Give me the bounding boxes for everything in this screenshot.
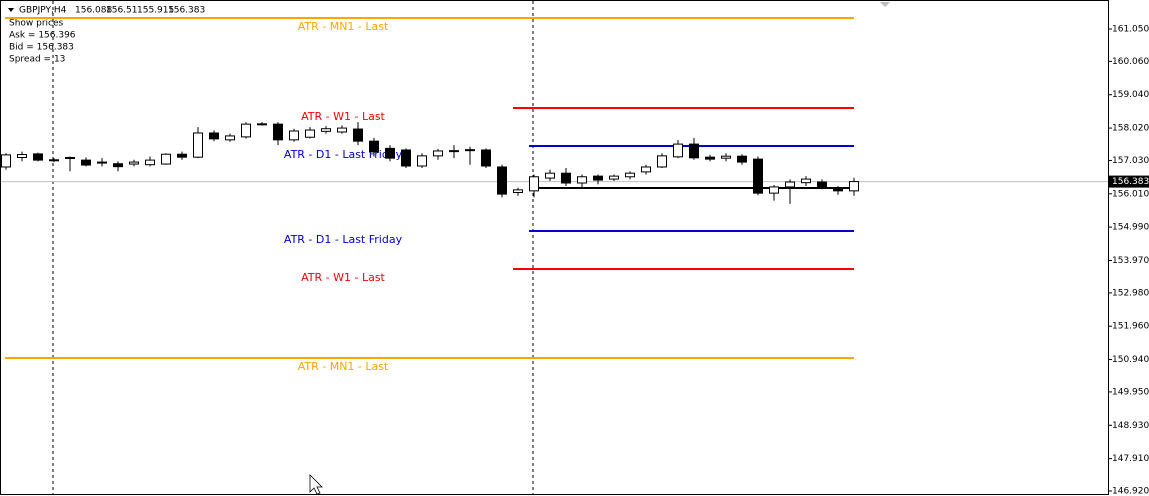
candle-body	[289, 130, 299, 141]
info-line: Spread = 13	[9, 55, 65, 65]
candle-body	[545, 172, 555, 179]
y-tick-label: 146.920	[1112, 486, 1149, 496]
candle-body	[721, 155, 731, 159]
candle-body	[33, 153, 43, 161]
candle-body	[641, 166, 651, 173]
info-line: Ask = 156.396	[9, 31, 76, 41]
atr-label: ATR - W1 - Last	[301, 271, 385, 284]
header-value: 156.088	[75, 6, 112, 16]
atr-label: ATR - MN1 - Last	[298, 20, 389, 33]
candle-body	[593, 175, 603, 181]
shift-marker	[880, 2, 890, 7]
atr-label: ATR - MN1 - Last	[298, 360, 389, 373]
mouse-cursor	[309, 474, 323, 495]
last-price-box	[1109, 175, 1149, 188]
candle-body	[465, 149, 475, 152]
candle-body	[481, 149, 491, 167]
candle-body	[129, 161, 139, 165]
candle-body	[193, 132, 203, 158]
candle-body	[65, 156, 75, 159]
candle-body	[97, 161, 107, 164]
candle-body	[817, 181, 827, 189]
y-tick-label: 156.010	[1112, 189, 1149, 199]
candle-body	[1, 154, 11, 168]
collapse-icon[interactable]	[8, 8, 14, 12]
candle-body	[673, 143, 683, 158]
candle-body	[225, 135, 235, 141]
header-value: 156.51	[106, 6, 138, 16]
atr-label: ATR - W1 - Last	[301, 110, 385, 123]
y-tick-label: 160.060	[1112, 57, 1149, 67]
y-tick-label: 147.910	[1112, 454, 1149, 464]
y-tick-label: 157.030	[1112, 156, 1149, 166]
header-value: 156.383	[168, 6, 205, 16]
last-price-label: 156.383	[1112, 177, 1149, 187]
candle-body	[769, 186, 779, 194]
y-tick-label: 148.930	[1112, 421, 1149, 431]
candle-body	[737, 155, 747, 163]
y-tick-label: 150.940	[1112, 355, 1149, 365]
candle-body	[689, 143, 699, 159]
y-tick-label: 159.040	[1112, 90, 1149, 100]
header: GBPJPY,H4	[19, 6, 67, 16]
candle-body	[849, 181, 859, 192]
candle-body	[625, 172, 635, 178]
candle-body	[241, 123, 251, 138]
candle-body	[337, 127, 347, 133]
y-tick-label: 149.950	[1112, 387, 1149, 397]
candle-body	[705, 156, 715, 160]
info-line: Show prices	[9, 19, 64, 29]
candle-body	[657, 155, 667, 168]
candle-body	[209, 132, 219, 140]
candle-body	[145, 159, 155, 166]
candle-body	[513, 189, 523, 193]
candle-body	[609, 175, 619, 180]
candle-body	[257, 123, 267, 126]
candle-body	[177, 153, 187, 158]
atr-label: ATR - D1 - Last Friday	[284, 233, 403, 246]
candle-body	[529, 176, 539, 192]
candle-body	[369, 140, 379, 153]
candle-body	[497, 166, 507, 195]
candle-body	[49, 159, 59, 162]
candle-body	[785, 181, 795, 188]
candle-body	[801, 178, 811, 184]
candle-body	[305, 129, 315, 138]
candle-body	[385, 147, 395, 159]
candle-body	[161, 153, 171, 165]
y-tick-label: 161.050	[1112, 25, 1149, 35]
y-tick-label: 152.980	[1112, 288, 1149, 298]
symbol-title: GBPJPY,H4	[19, 6, 67, 16]
candle-body	[353, 128, 363, 142]
candle-body	[273, 123, 283, 141]
plot-frame	[0, 0, 1109, 495]
candle-body	[753, 158, 763, 194]
candle-body	[321, 128, 331, 132]
y-tick-label: 153.970	[1112, 256, 1149, 266]
candle-body	[113, 163, 123, 168]
candle-body	[449, 150, 459, 153]
y-tick-label: 158.020	[1112, 124, 1149, 134]
candle-body	[17, 154, 27, 158]
candle-body	[577, 176, 587, 184]
candle-body	[561, 172, 571, 184]
candle-body	[401, 149, 411, 167]
y-tick-label: 151.960	[1112, 322, 1149, 332]
y-tick-label: 154.990	[1112, 223, 1149, 233]
info-line: Bid = 156.383	[9, 43, 74, 53]
candle-body	[433, 150, 443, 157]
atr-label: ATR - D1 - Last Friday	[284, 148, 403, 161]
candle-body	[81, 159, 91, 166]
candle-body	[417, 155, 427, 167]
header-value: 155.915	[137, 6, 174, 16]
candle-body	[833, 187, 843, 192]
